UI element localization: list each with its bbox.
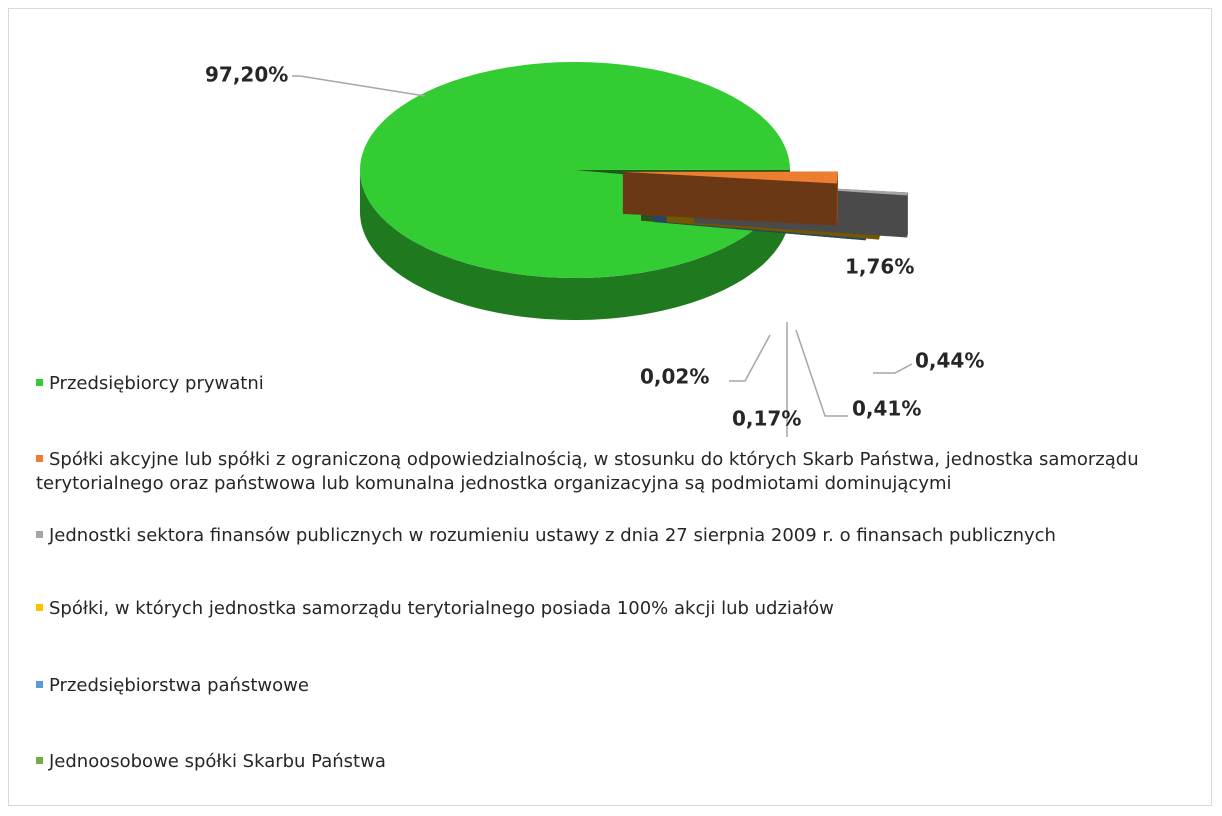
leader-line [729,334,771,382]
legend-marker [36,379,43,386]
data-label: 0,44% [915,349,984,373]
legend-item: Jednoosobowe spółki Skarbu Państwa [36,750,1216,774]
legend-item: Przedsiębiorstwa państwowe [36,674,1216,698]
legend-label: Jednostki sektora finansów publicznych w… [49,525,1056,546]
legend-label: Jednoosobowe spółki Skarbu Państwa [49,751,386,772]
slice-wall [836,171,838,226]
slice [622,171,838,184]
leader-line [873,363,913,374]
leader-line [795,329,848,417]
slice-wall [907,192,908,238]
legend-label: Przedsiębiorstwa państwowe [49,675,309,696]
slice-wall [360,170,787,320]
legend-item: Spółki akcyjne lub spółki z ograniczoną … [36,448,1216,496]
data-label: 0,41% [852,397,921,421]
data-label: 0,02% [640,365,709,389]
legend-item: Przedsiębiorcy prywatni [36,372,1216,396]
legend-marker [36,604,43,611]
legend-marker [36,681,43,688]
legend-marker [36,531,43,538]
legend-item: Jednostki sektora finansów publicznych w… [36,524,1216,548]
legend-label: Spółki akcyjne lub spółki z ograniczoną … [36,449,1139,494]
legend-marker [36,455,43,462]
slice-side [622,171,837,226]
legend-label: Przedsiębiorcy prywatni [49,373,264,394]
data-label: 1,76% [845,255,914,279]
data-label: 97,20% [205,63,288,87]
legend-label: Spółki, w których jednostka samorządu te… [49,598,834,619]
legend-item: Spółki, w których jednostka samorządu te… [36,597,1216,621]
legend-marker [36,757,43,764]
chart-frame [8,8,1212,806]
data-label: 0,17% [732,407,801,431]
leader-line [292,75,426,97]
